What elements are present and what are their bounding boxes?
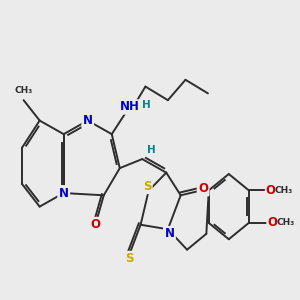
Text: N: N	[164, 227, 175, 240]
Text: CH₃: CH₃	[276, 218, 294, 227]
Text: O: O	[266, 184, 275, 197]
Text: H: H	[147, 145, 156, 155]
Text: N: N	[59, 187, 69, 200]
Text: S: S	[143, 180, 151, 193]
Text: O: O	[91, 218, 101, 231]
Text: CH₃: CH₃	[274, 186, 293, 195]
Text: NH: NH	[119, 100, 139, 113]
Text: O: O	[198, 182, 208, 195]
Text: N: N	[83, 114, 93, 127]
Text: CH₃: CH₃	[14, 86, 33, 95]
Text: S: S	[125, 252, 134, 265]
Text: O: O	[267, 216, 277, 230]
Text: H: H	[142, 100, 150, 110]
